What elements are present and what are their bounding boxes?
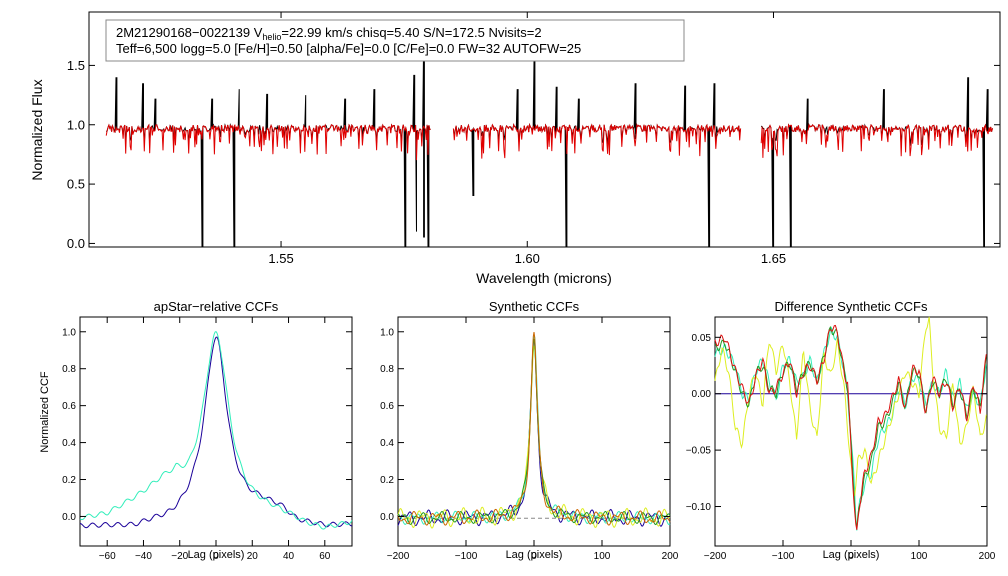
- spectrum-legend: 2M21290168−0022139 Vhelio=22.99 km/s chi…: [105, 19, 685, 62]
- legend-line-1-prefix: 2M21290168−0022139 V: [116, 25, 263, 40]
- synthetic-ccf-xtick-label: 100: [594, 551, 611, 562]
- synthetic-ccf-xtick-label: −100: [455, 551, 478, 562]
- apstar-ccf-ticks-group: −60 −40 −20 0 20 40 60 0.0 0.2 0.4 0.6 0.8 1.0: [62, 317, 352, 562]
- legend-line-1: 2M21290168−0022139 Vhelio=22.99 km/s chi…: [116, 25, 542, 42]
- synthetic-ccf-xlabel: Lag (pixels): [506, 549, 563, 561]
- synthetic-ccf-ytick-label: 0.8: [380, 364, 394, 375]
- synthetic-ccf-line-5: [397, 332, 671, 526]
- spectrum-series-group: [105, 43, 993, 248]
- synthetic-ccf-ytick-label: 1.0: [380, 327, 394, 338]
- apstar-ccf-xtick-label: 0: [213, 551, 219, 562]
- synthetic-ccf-line-4: [397, 338, 671, 526]
- difference-ccf-xtick-label: −200: [704, 551, 727, 562]
- apstar-ccf-ytick-label: 0.2: [62, 475, 76, 486]
- spectrum-model-line: [452, 122, 742, 159]
- synthetic-ccf-title: Synthetic CCFs: [489, 299, 580, 314]
- spectrum-panel: 1.55 1.60 1.65 0.0 0.5 1.0 1.5 Wavelength (mic…: [29, 11, 1001, 286]
- synthetic-ccf-panel: Synthetic CCFs −200 −100 0 100 200 0.0 0.2 0.4 0…: [380, 299, 679, 562]
- apstar-ccf-xtick-label: 40: [283, 551, 295, 562]
- difference-ccf-xtick-label: 100: [911, 551, 928, 562]
- apstar-ccf-xtick-label: 20: [247, 551, 259, 562]
- difference-ccf-xtick-label: 0: [848, 551, 854, 562]
- spectrum-ylabel: Normalized Flux: [29, 79, 45, 180]
- spectrum-xlabel: Wavelength (microns): [476, 270, 612, 286]
- apstar-ccf-ytick-label: 0.4: [62, 438, 76, 449]
- spectrum-ytick-label: 0.0: [67, 236, 85, 251]
- spectrum-observed-line: [760, 77, 993, 248]
- spectrum-model-line: [760, 123, 993, 158]
- synthetic-ccf-plot-frame: [397, 316, 671, 547]
- difference-ccf-plot-frame: [714, 316, 988, 547]
- apstar-ccf-line-2: [79, 330, 353, 530]
- synthetic-ccf-ticks-group: −200 −100 0 100 200 0.0 0.2 0.4 0.6 0.8 1.0: [380, 317, 679, 562]
- spectrum-observed-line: [105, 43, 431, 248]
- apstar-ccf-xtick-label: −60: [99, 551, 116, 562]
- apstar-ccf-ytick-label: 0.8: [62, 364, 76, 375]
- apstar-ccf-ytick-label: 0.0: [62, 512, 76, 523]
- spectrum-ticks-group: 1.55 1.60 1.65 0.0 0.5 1.0 1.5: [67, 12, 1000, 266]
- difference-ccf-ytick-label: 0.05: [692, 333, 712, 344]
- synthetic-ccf-line-1: [397, 339, 671, 527]
- legend-line-2: Teff=6,500 logg=5.0 [Fe/H]=0.50 [alpha/F…: [116, 41, 581, 56]
- apstar-ccf-plot-frame: [79, 316, 353, 547]
- apstar-ccf-title: apStar−relative CCFs: [154, 299, 279, 314]
- difference-ccf-ytick-label: −0.05: [686, 446, 712, 457]
- legend-line-1-subscript: helio: [262, 32, 281, 42]
- difference-ccf-ytick-label: 0.00: [692, 389, 712, 400]
- difference-ccf-xtick-label: −100: [772, 551, 795, 562]
- synthetic-ccf-ytick-label: 0.2: [380, 475, 394, 486]
- difference-ccf-xlabel: Lag (pixels): [823, 549, 880, 561]
- difference-ccf-title: Difference Synthetic CCFs: [775, 299, 928, 314]
- apstar-ccf-ylabel: Normalized CCF: [39, 371, 51, 453]
- apstar-ccf-series-group: [79, 330, 353, 530]
- spectrum-xtick-label: 1.55: [268, 251, 293, 266]
- difference-ccf-line-4: [714, 324, 987, 530]
- apstar-ccf-panel: apStar−relative CCFs −60 −40 −20 0 20 40 60 0.0…: [39, 299, 353, 562]
- difference-ccf-ytick-label: −0.10: [686, 502, 712, 513]
- spectrum-xtick-label: 1.65: [761, 251, 786, 266]
- synthetic-ccf-line-3: [397, 345, 671, 529]
- apstar-ccf-ytick-label: 0.6: [62, 401, 76, 412]
- spectrum-legend-box: [105, 19, 685, 62]
- spectrum-ytick-label: 0.5: [67, 177, 85, 192]
- apstar-ccf-xlabel: Lag (pixels): [188, 549, 245, 561]
- difference-ccf-ticks-group: −200 −100 0 100 200 −0.10 −0.05 0.00 0.05: [686, 317, 996, 562]
- spectrum-model-line: [105, 123, 431, 161]
- synthetic-ccf-xtick-label: 200: [662, 551, 679, 562]
- spectrum-observed-line: [452, 53, 742, 248]
- spectrum-ytick-label: 1.5: [67, 58, 85, 73]
- difference-ccf-panel: Difference Synthetic CCFs −200 −100 0 100 20…: [686, 299, 996, 562]
- apstar-ccf-xtick-label: −40: [135, 551, 152, 562]
- apstar-ccf-ytick-label: 1.0: [62, 327, 76, 338]
- difference-ccf-xtick-label: 200: [979, 551, 996, 562]
- apstar-ccf-line-1: [79, 336, 353, 529]
- spectrum-ytick-label: 1.0: [67, 117, 85, 132]
- spectrum-xtick-label: 1.60: [515, 251, 540, 266]
- synthetic-ccf-xtick-label: 0: [531, 551, 537, 562]
- synthetic-ccf-ytick-label: 0.0: [380, 512, 394, 523]
- synthetic-ccf-ytick-label: 0.4: [380, 438, 394, 449]
- synthetic-ccf-ytick-label: 0.6: [380, 401, 394, 412]
- synthetic-ccf-series-group: [397, 332, 671, 529]
- difference-ccf-line-2: [714, 316, 987, 497]
- apstar-ccf-xtick-label: −20: [171, 551, 188, 562]
- spectrum-plot-frame: [88, 11, 1001, 248]
- difference-ccf-series-group: [714, 316, 987, 531]
- synthetic-ccf-xtick-label: −200: [387, 551, 410, 562]
- legend-line-1-suffix: =22.99 km/s chisq=5.40 S/N=172.5 Nvisits…: [281, 25, 541, 40]
- difference-ccf-line-3: [714, 325, 987, 528]
- apstar-ccf-xtick-label: 60: [319, 551, 331, 562]
- synthetic-ccf-line-2: [397, 334, 671, 526]
